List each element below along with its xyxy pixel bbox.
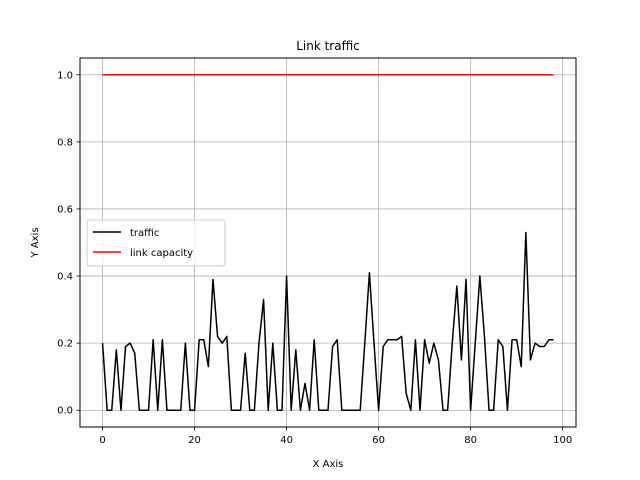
x-tick-label: 0 bbox=[99, 435, 105, 446]
x-axis-label: X Axis bbox=[313, 459, 344, 470]
x-tick-label: 100 bbox=[553, 435, 572, 446]
x-tick-label: 40 bbox=[280, 435, 293, 446]
y-tick-label: 0.6 bbox=[57, 204, 73, 215]
series-layer bbox=[101, 74, 554, 411]
legend: traffic link capacity bbox=[86, 219, 226, 267]
x-tick-label: 20 bbox=[188, 435, 201, 446]
y-tick-label: 0.4 bbox=[57, 272, 73, 283]
y-tick-label: 0.8 bbox=[57, 137, 73, 148]
chart-title: Link traffic bbox=[296, 39, 360, 53]
y-tick-label: 0.2 bbox=[57, 339, 73, 350]
legend-label: link capacity bbox=[130, 248, 193, 259]
plot-frame bbox=[79, 57, 577, 428]
y-tick-label: 0.0 bbox=[57, 406, 73, 417]
x-tick-label: 60 bbox=[372, 435, 385, 446]
y-tick-label: 1.0 bbox=[57, 70, 73, 81]
y-axis-label: Y Axis bbox=[30, 227, 41, 258]
x-tick-label: 80 bbox=[464, 435, 477, 446]
ticks: 0 20 40 60 80 100 0.0 0.2 0.4 0.6 0.8 1.0 bbox=[57, 70, 572, 446]
series-line-traffic bbox=[101, 231, 554, 411]
legend-box bbox=[86, 219, 226, 267]
legend-label: traffic bbox=[130, 228, 159, 239]
